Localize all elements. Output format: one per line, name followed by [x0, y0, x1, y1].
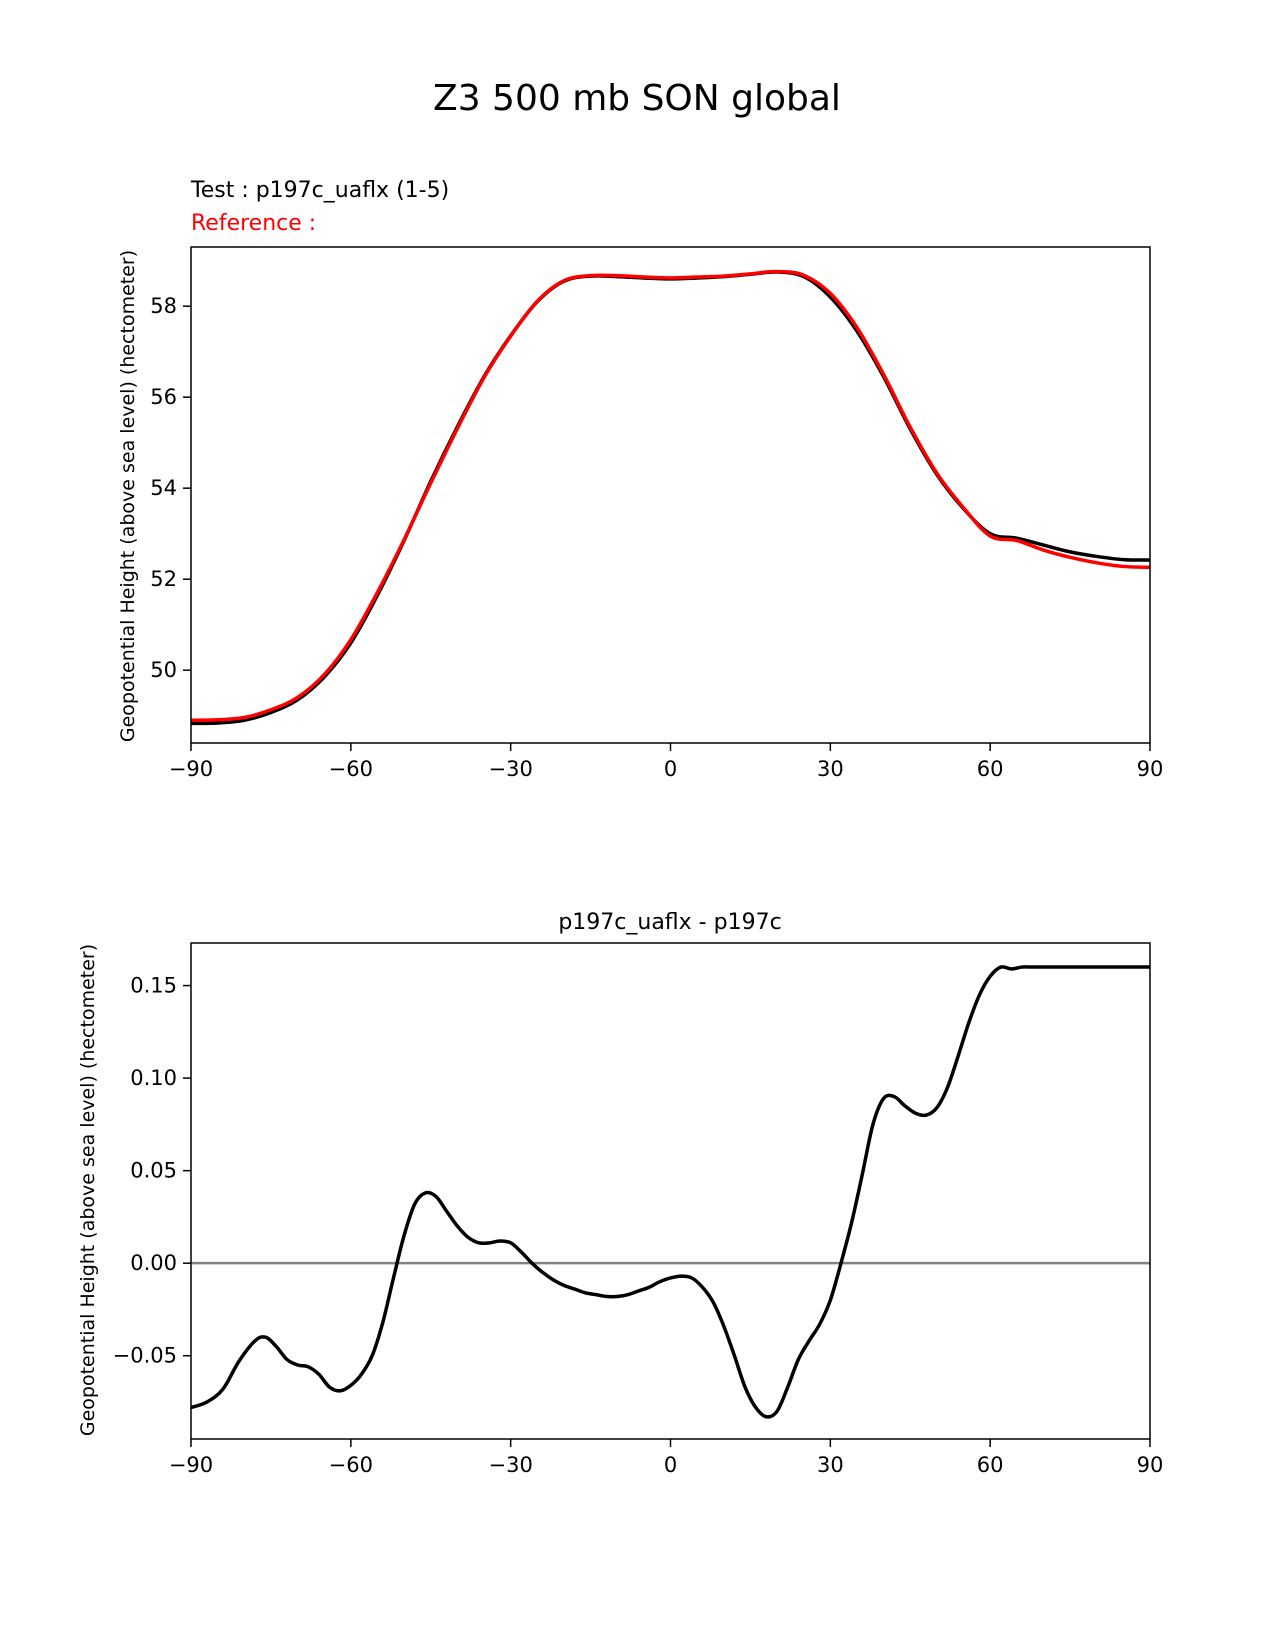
- bottom-xtick-label: 30: [817, 1453, 844, 1477]
- panel-bottom: p197c_uaflx - p197c Geopotential Height …: [77, 910, 1163, 1477]
- bottom-ytick-label: 0.00: [130, 1251, 177, 1275]
- top-ytick-label: 56: [150, 385, 177, 409]
- bottom-xtick-label: 60: [977, 1453, 1004, 1477]
- bottom-plot-frame: [190, 942, 1151, 1440]
- top-ticks-group: −90 −60 −30 0 30 60 90 50 52 54 56 58: [150, 294, 1163, 781]
- top-xtick-label: −90: [169, 757, 213, 781]
- bottom-ytick-label: 0.05: [130, 1159, 177, 1183]
- panel-top: Test : p197c_uaflx (1-5) Reference : Geo…: [117, 178, 1163, 781]
- bottom-xtick-label: −90: [169, 1453, 213, 1477]
- top-xtick-label: 30: [817, 757, 844, 781]
- bottom-ytick-label: 0.15: [130, 974, 177, 998]
- top-ytick-label: 52: [150, 567, 177, 591]
- top-ytick-label: 58: [150, 294, 177, 318]
- bottom-title: p197c_uaflx - p197c: [558, 910, 781, 935]
- bottom-series-group: [190, 965, 1150, 1419]
- bottom-xtick-label: 0: [664, 1453, 677, 1477]
- top-plot-frame: [190, 246, 1151, 744]
- top-xtick-label: 60: [977, 757, 1004, 781]
- top-xtick-label: −30: [489, 757, 533, 781]
- top-xtick-label: 0: [664, 757, 677, 781]
- top-line-reference: [190, 269, 1151, 722]
- bottom-ylabel: Geopotential Height (above sea level) (h…: [77, 944, 99, 1436]
- bottom-ticks-group: −90 −60 −30 0 30 60 90 −0.05 0.00 0.05 0.10 0.15: [113, 974, 1164, 1477]
- top-line-test: [190, 270, 1151, 726]
- figure-title: Z3 500 mb SON global: [433, 78, 841, 119]
- bottom-xtick-label: 90: [1137, 1453, 1164, 1477]
- top-ytick-label: 50: [150, 658, 177, 682]
- top-ytick-label: 54: [150, 476, 177, 500]
- bottom-ytick-label: −0.05: [113, 1344, 177, 1368]
- bottom-xtick-label: −30: [489, 1453, 533, 1477]
- top-xtick-label: −60: [329, 757, 373, 781]
- top-xtick-label: 90: [1137, 757, 1164, 781]
- reference-label: Reference :: [191, 211, 316, 236]
- bottom-ytick-label: 0.10: [130, 1066, 177, 1090]
- bottom-xtick-label: −60: [329, 1453, 373, 1477]
- test-label: Test : p197c_uaflx (1-5): [190, 178, 449, 203]
- top-ylabel: Geopotential Height (above sea level) (h…: [117, 250, 139, 742]
- bottom-line-difference: [190, 965, 1150, 1419]
- top-series-group: [190, 269, 1151, 726]
